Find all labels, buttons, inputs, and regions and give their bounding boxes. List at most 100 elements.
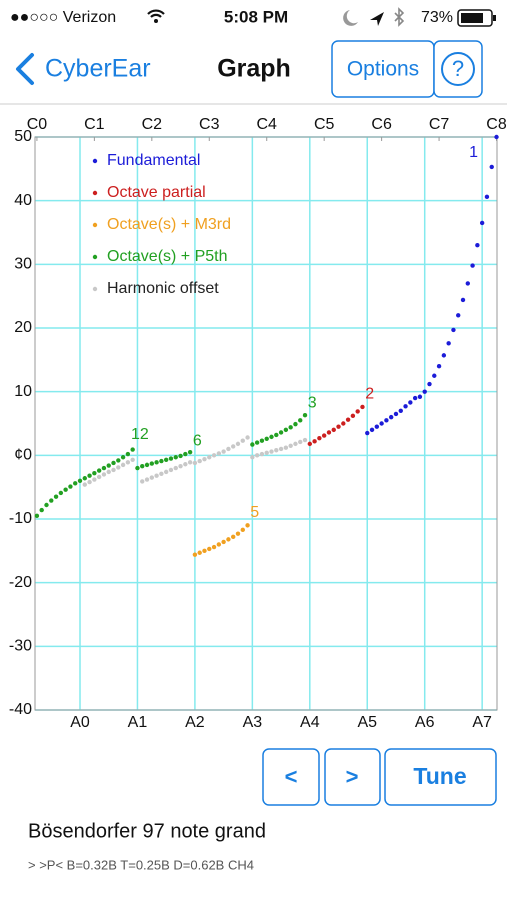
top-tick-label: C3 xyxy=(199,116,220,133)
data-point xyxy=(341,421,346,426)
data-point xyxy=(408,400,413,405)
data-point xyxy=(120,455,126,460)
data-point xyxy=(460,297,466,303)
data-point xyxy=(317,435,322,441)
back-button[interactable]: CyberEar xyxy=(16,53,151,85)
data-point xyxy=(221,539,226,545)
data-point xyxy=(73,481,78,486)
data-point xyxy=(374,424,380,429)
data-point xyxy=(393,411,399,417)
legend-swatch xyxy=(92,222,98,228)
data-point xyxy=(278,430,284,435)
data-point xyxy=(422,389,427,394)
data-point xyxy=(446,341,451,346)
top-tick-label: C2 xyxy=(142,116,163,133)
data-point xyxy=(49,498,54,503)
legend-swatch xyxy=(92,158,98,164)
data-point xyxy=(187,460,193,465)
chart: 50 40 30 20 10 ¢0 -10 -20 -30 -40 A0 A1 A2 A3 A4 A5 A6 A7… xyxy=(9,116,507,731)
data-point xyxy=(264,436,269,441)
clock: 5:08 PM xyxy=(224,7,288,26)
data-point xyxy=(283,427,289,433)
legend-swatch xyxy=(92,254,98,260)
annotation: 3 xyxy=(308,394,317,411)
options-button[interactable]: Options xyxy=(331,40,435,98)
x-tick-label: A3 xyxy=(243,714,263,731)
tune-button[interactable]: Tune xyxy=(384,748,497,806)
data-point xyxy=(192,460,198,466)
data-point xyxy=(384,418,389,423)
data-point xyxy=(360,404,365,410)
legend-label: Octave partial xyxy=(107,184,206,201)
y-tick-label: 10 xyxy=(14,383,32,400)
data-point xyxy=(58,490,64,496)
x-tick-label: A5 xyxy=(357,714,377,731)
data-point xyxy=(168,456,174,461)
data-point xyxy=(250,442,255,447)
data-point xyxy=(216,542,222,547)
data-point xyxy=(135,465,140,471)
annotation: 1 xyxy=(469,144,478,161)
data-point xyxy=(465,281,470,286)
nav-title: Graph xyxy=(217,55,291,83)
data-point xyxy=(365,430,370,436)
back-chevron xyxy=(16,53,34,85)
data-point xyxy=(475,243,480,248)
data-point xyxy=(288,443,293,448)
data-point xyxy=(298,439,303,445)
legend-entry: Fundamental xyxy=(92,152,200,169)
data-point xyxy=(398,408,403,413)
data-point xyxy=(92,477,97,482)
next-button[interactable]: > xyxy=(324,748,381,806)
tune-label: Tune xyxy=(413,763,466,789)
data-point xyxy=(106,463,111,468)
y-tick-label: 40 xyxy=(14,192,32,209)
data-point xyxy=(326,430,332,435)
data-point xyxy=(345,417,351,422)
data-point xyxy=(388,414,394,420)
top-tick-label: C5 xyxy=(314,116,335,133)
data-point xyxy=(39,507,44,513)
data-point xyxy=(226,446,231,452)
data-point xyxy=(125,451,131,457)
y-tick-label: 50 xyxy=(14,128,32,145)
data-point xyxy=(77,478,83,483)
data-point xyxy=(350,413,356,419)
data-point xyxy=(441,353,447,358)
data-point xyxy=(245,435,250,440)
top-tick-label: C4 xyxy=(256,116,277,133)
data-point xyxy=(288,425,293,430)
data-point xyxy=(369,427,375,433)
data-point xyxy=(250,455,255,460)
wifi-icon xyxy=(147,9,165,18)
data-point xyxy=(221,449,226,454)
data-point xyxy=(154,460,159,465)
data-point xyxy=(144,462,150,468)
data-point xyxy=(82,476,87,481)
data-point xyxy=(436,364,442,369)
data-point xyxy=(168,467,174,473)
data-point xyxy=(427,381,432,387)
prev-button[interactable]: < xyxy=(262,748,320,806)
x-tick-label: A6 xyxy=(415,714,435,731)
data-point xyxy=(82,482,87,487)
data-point xyxy=(278,446,284,452)
data-point xyxy=(302,413,308,418)
legend-label: Harmonic offset xyxy=(107,280,219,297)
data-point xyxy=(125,460,131,465)
y-tick-label: 20 xyxy=(14,319,32,336)
annotation: 6 xyxy=(193,433,202,450)
data-point xyxy=(235,531,241,536)
top-tick-label: C6 xyxy=(371,116,392,133)
data-point xyxy=(254,440,260,445)
data-point xyxy=(231,444,236,449)
help-frame xyxy=(433,40,483,98)
data-point xyxy=(484,194,490,200)
data-point xyxy=(63,487,68,492)
data-point xyxy=(34,513,40,519)
help-button[interactable]: ? xyxy=(433,40,483,98)
prev-frame xyxy=(262,748,320,806)
data-point xyxy=(163,457,169,462)
data-point xyxy=(259,438,265,443)
